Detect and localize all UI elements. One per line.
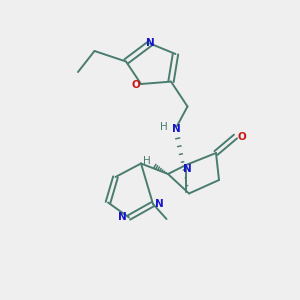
Text: H: H bbox=[143, 156, 151, 166]
Text: O: O bbox=[237, 131, 246, 142]
Text: N: N bbox=[172, 124, 181, 134]
Text: N: N bbox=[146, 38, 154, 49]
Text: H: H bbox=[160, 122, 167, 132]
Text: N: N bbox=[182, 164, 191, 175]
Text: N: N bbox=[118, 212, 127, 223]
Text: O: O bbox=[131, 80, 140, 90]
Text: N: N bbox=[155, 199, 164, 209]
